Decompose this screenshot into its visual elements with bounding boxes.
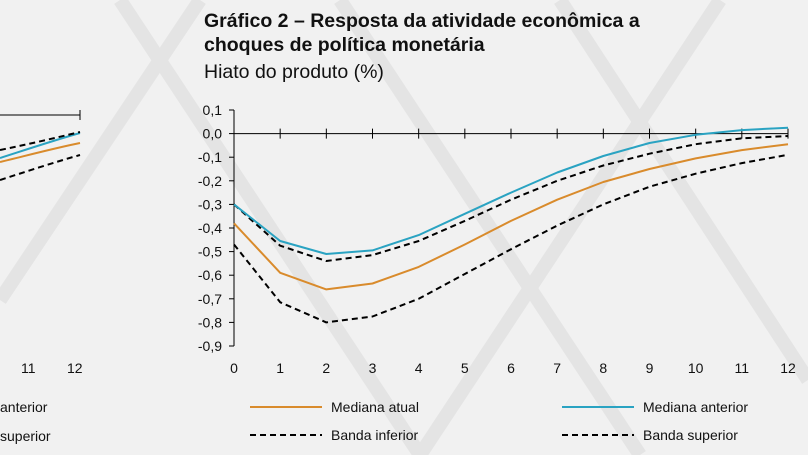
x-tick-label: 12 [780, 360, 796, 376]
y-tick-label: -0,1 [198, 149, 222, 165]
legend-swatches-left [250, 406, 322, 436]
y-tick-label: -0,3 [198, 196, 222, 212]
x-tick-label: 4 [415, 360, 423, 376]
y-tick-label: -0,8 [198, 314, 222, 330]
series-line-banda-inferior [233, 153, 789, 324]
x-tick-label: 8 [599, 360, 607, 376]
x-tick-label: 7 [553, 360, 561, 376]
left-partial-chart [0, 110, 81, 181]
x-tick-label: 10 [688, 360, 704, 376]
y-tick-label: -0,4 [198, 220, 222, 236]
left-x-tick-label: 12 [67, 360, 83, 376]
y-tick-label: -0,9 [198, 338, 222, 354]
x-tick-label: 11 [735, 360, 750, 376]
y-tick-label: 0,0 [203, 126, 223, 142]
y-tick-label: 0,1 [203, 102, 223, 118]
series-line-banda-superior [233, 135, 789, 262]
legend-swatches-right [562, 406, 634, 436]
chart-subtitle: Hiato do produto (%) [204, 61, 384, 83]
y-tick-label: -0,2 [198, 173, 222, 189]
legend-label-banda-superior: Banda superior [643, 427, 738, 443]
series-line-mediana-atual [233, 143, 789, 291]
x-tick-label: 0 [230, 360, 238, 376]
y-tick-label: -0,6 [198, 267, 222, 283]
left-legend-label: anterior [0, 399, 48, 415]
left-x-tick-label: 11 [21, 360, 36, 376]
legend-label-mediana-anterior: Mediana anterior [643, 399, 749, 415]
x-tick-label: 6 [507, 360, 515, 376]
chart-title-line2: choques de política monetária [204, 34, 485, 56]
y-tick-label: -0,7 [198, 291, 222, 307]
series-line-mediana-anterior [233, 126, 789, 255]
y-tick-label: -0,5 [198, 244, 222, 260]
x-tick-label: 1 [276, 360, 284, 376]
chart-title-line1: Gráfico 2 – Resposta da atividade econôm… [204, 10, 640, 32]
left-legend-label: superior [0, 428, 51, 444]
x-tick-label: 5 [461, 360, 469, 376]
x-tick-label: 2 [322, 360, 330, 376]
legend-label-banda-inferior: Banda inferior [331, 427, 419, 443]
x-tick-label: 9 [646, 360, 654, 376]
x-tick-label: 3 [369, 360, 377, 376]
legend-label-mediana-atual: Mediana atual [331, 399, 419, 415]
